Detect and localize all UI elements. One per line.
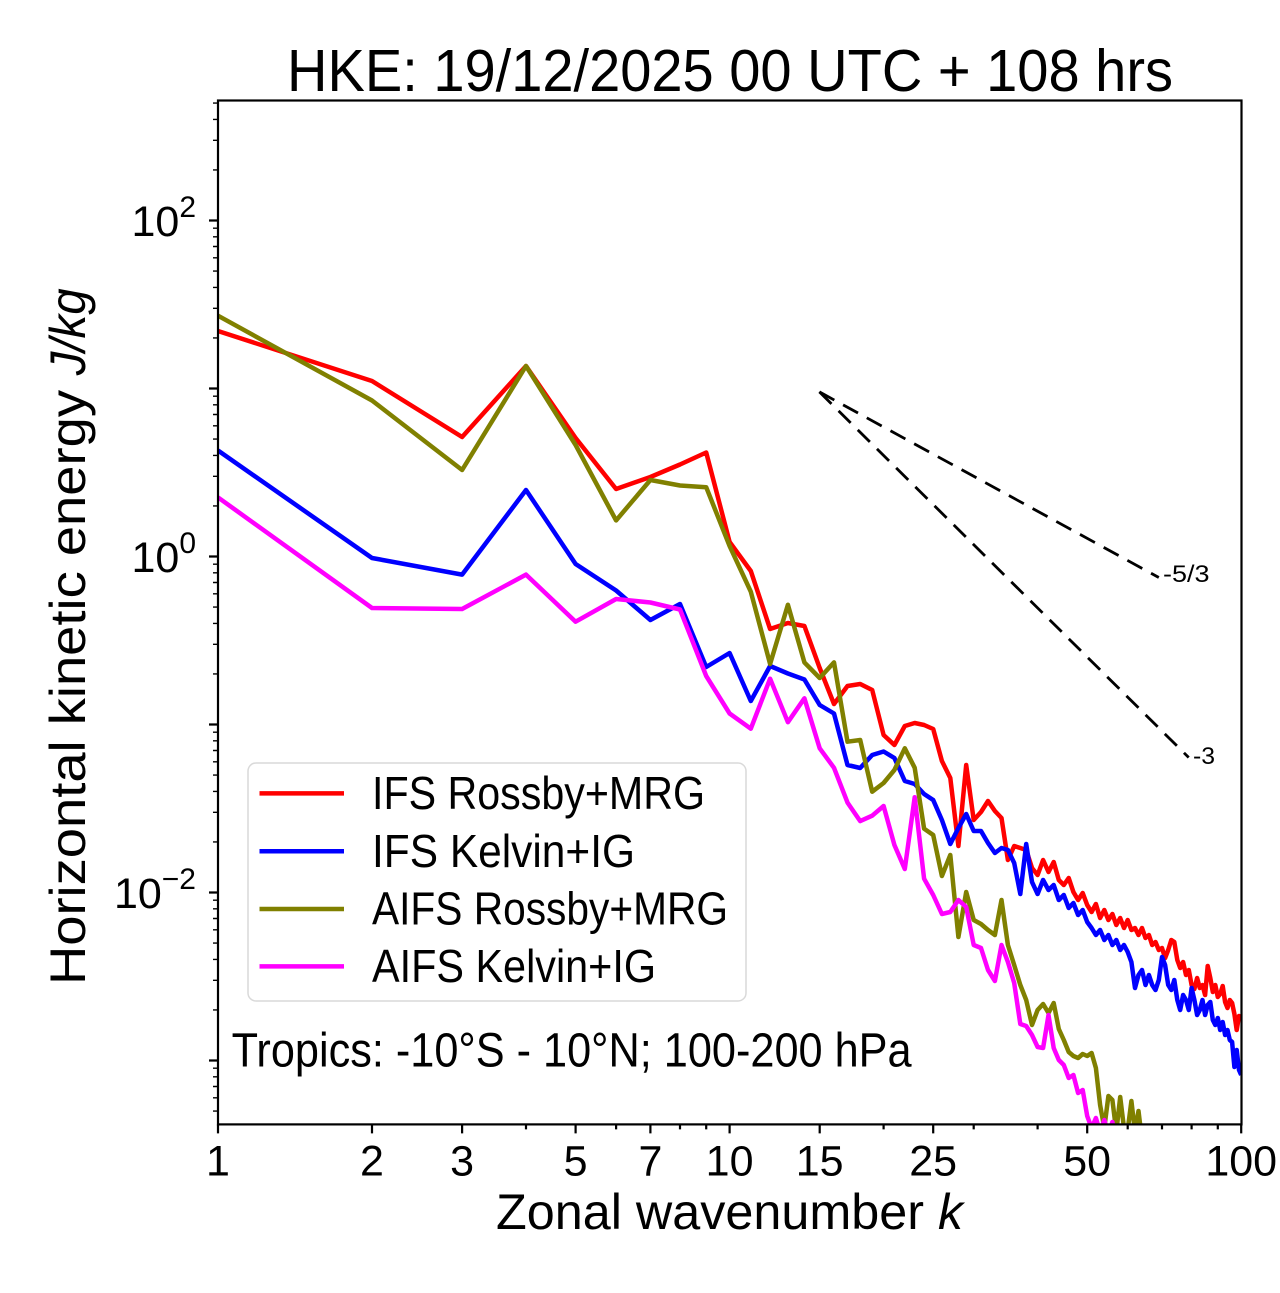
svg-text:Zonal wavenumber: Zonal wavenumber <box>496 1184 924 1240</box>
svg-text:IFS Kelvin+IG: IFS Kelvin+IG <box>372 825 635 877</box>
svg-text:k: k <box>938 1184 966 1240</box>
svg-text:7: 7 <box>638 1138 662 1186</box>
svg-text:3: 3 <box>450 1138 474 1186</box>
svg-text:102: 102 <box>131 191 196 246</box>
svg-text:-3: -3 <box>1193 743 1215 770</box>
svg-text:-5/3: -5/3 <box>1163 561 1210 588</box>
svg-text:25: 25 <box>909 1138 957 1186</box>
svg-text:100: 100 <box>1205 1138 1277 1186</box>
svg-text:Tropics: -10°S - 10°N; 100-200: Tropics: -10°S - 10°N; 100-200 hPa <box>232 1025 912 1078</box>
svg-text:AIFS Rossby+MRG: AIFS Rossby+MRG <box>372 883 728 935</box>
svg-text:50: 50 <box>1063 1138 1111 1186</box>
svg-text:10: 10 <box>706 1138 754 1186</box>
svg-text:2: 2 <box>360 1138 384 1186</box>
svg-text:HKE: 19/12/2025 00 UTC + 108 h: HKE: 19/12/2025 00 UTC + 108 hrs <box>287 38 1173 104</box>
svg-text:15: 15 <box>796 1138 844 1186</box>
svg-text:J/kg: J/kg <box>40 288 96 376</box>
svg-text:5: 5 <box>564 1138 588 1186</box>
svg-text:AIFS Kelvin+IG: AIFS Kelvin+IG <box>372 940 656 992</box>
svg-text:Horizontal kinetic energy: Horizontal kinetic energy <box>40 390 96 985</box>
svg-text:IFS Rossby+MRG: IFS Rossby+MRG <box>372 767 705 819</box>
svg-text:1: 1 <box>206 1138 230 1186</box>
